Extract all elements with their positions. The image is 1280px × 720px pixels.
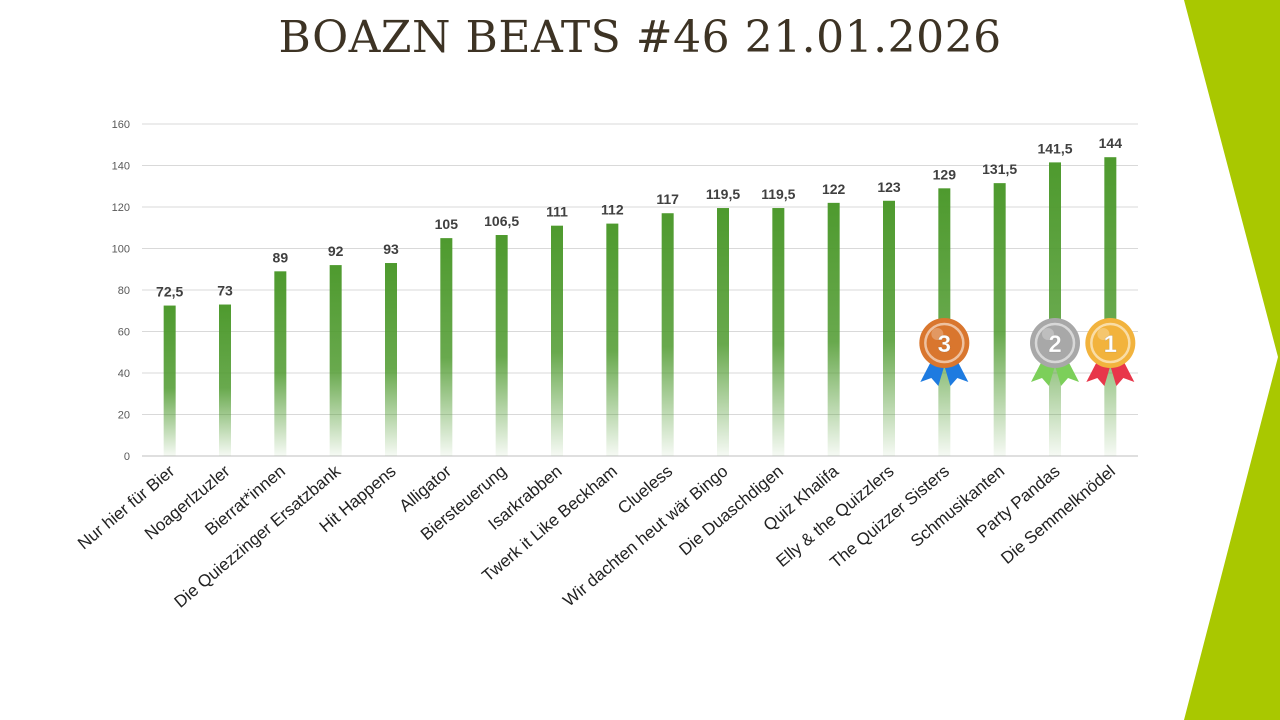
accent-arrow-shape bbox=[1184, 0, 1280, 720]
bar bbox=[551, 225, 563, 456]
data-labels: 72,5 73 89 92 93 105 106,5 111 112 117 119,5 119,5 1… bbox=[156, 135, 1122, 299]
y-tick-label: 40 bbox=[118, 368, 130, 380]
data-label: 89 bbox=[273, 249, 289, 265]
bar bbox=[219, 304, 231, 456]
slide-title: BOAZN BEATS #46 21.01.2026 bbox=[278, 12, 1002, 63]
data-label: 112 bbox=[601, 202, 624, 218]
data-label: 123 bbox=[877, 179, 901, 195]
y-tick-label: 120 bbox=[112, 202, 130, 214]
bar bbox=[329, 265, 342, 456]
bar bbox=[772, 208, 785, 456]
y-tick-label: 60 bbox=[118, 327, 130, 339]
data-label: 93 bbox=[383, 241, 399, 257]
y-tick-label: 140 bbox=[112, 161, 130, 173]
y-tick-label: 20 bbox=[118, 410, 130, 422]
data-label: 106,5 bbox=[484, 213, 519, 229]
data-label: 119,5 bbox=[761, 186, 795, 202]
x-axis-categories: Nur hier für BierNoagerlzuzlerBierrat*in… bbox=[74, 461, 1119, 611]
bar bbox=[606, 223, 619, 456]
bar bbox=[827, 202, 840, 456]
bars bbox=[163, 157, 1117, 456]
gridlines bbox=[142, 123, 1138, 457]
data-label: 119,5 bbox=[706, 186, 740, 202]
data-label: 117 bbox=[656, 191, 679, 207]
data-label: 122 bbox=[822, 181, 846, 197]
medal-rank-label: 2 bbox=[1048, 331, 1061, 358]
data-label: 144 bbox=[1099, 135, 1123, 151]
medal-rank-label: 1 bbox=[1104, 331, 1117, 358]
data-label: 92 bbox=[328, 243, 344, 259]
y-tick-label: 80 bbox=[118, 285, 130, 297]
y-tick-label: 0 bbox=[124, 451, 130, 463]
data-label: 111 bbox=[546, 204, 568, 220]
y-tick-label: 100 bbox=[112, 244, 130, 256]
medal-icon: 2 bbox=[1030, 318, 1080, 386]
data-label: 131,5 bbox=[982, 161, 1017, 177]
bar bbox=[993, 183, 1006, 456]
data-label: 73 bbox=[217, 283, 233, 299]
bar bbox=[661, 213, 674, 456]
bar bbox=[274, 271, 287, 456]
y-axis-ticks: 0 20 40 60 80 100 120 140 160 bbox=[112, 119, 130, 463]
bar bbox=[440, 238, 453, 456]
x-category-label: Schmusikanten bbox=[907, 462, 1008, 551]
bar bbox=[385, 263, 397, 456]
bar bbox=[1104, 157, 1117, 456]
bar bbox=[1049, 162, 1061, 456]
medal-rank-label: 3 bbox=[938, 331, 951, 358]
data-label: 141,5 bbox=[1037, 140, 1072, 156]
medals: 3 2 1 bbox=[919, 318, 1136, 386]
data-label: 105 bbox=[435, 216, 459, 232]
bar bbox=[717, 208, 729, 456]
medal-icon: 3 bbox=[919, 318, 970, 386]
medal-icon: 1 bbox=[1085, 318, 1136, 386]
data-label: 72,5 bbox=[156, 284, 183, 300]
bar bbox=[883, 200, 895, 456]
x-category-label: Nur hier für Bier bbox=[74, 461, 178, 553]
data-label: 129 bbox=[933, 166, 957, 182]
bar bbox=[163, 305, 176, 456]
bar bbox=[495, 235, 508, 456]
y-tick-label: 160 bbox=[112, 119, 130, 131]
